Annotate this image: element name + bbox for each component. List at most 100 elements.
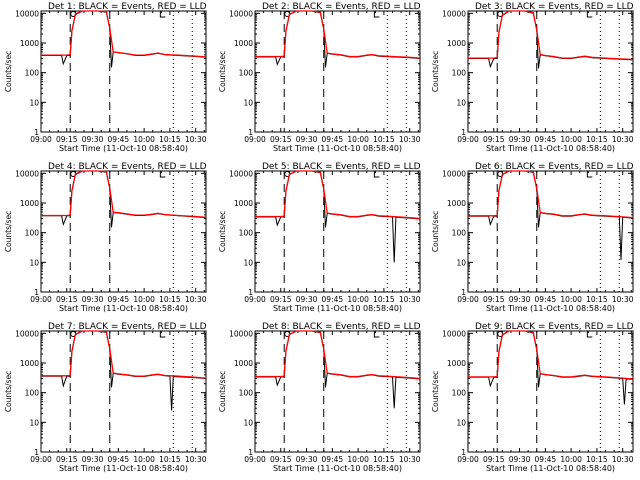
series-line-events [255, 10, 421, 68]
y-axis-label: Counts/sec [431, 211, 440, 252]
y-tick-label: 10 [243, 98, 253, 107]
chart-panel: Det 3: BLACK = Events, RED = LLD 09:00 09:… [431, 2, 634, 153]
y-tick-label: 100 [452, 229, 467, 238]
x-tick-label: 10:00 [347, 135, 369, 144]
x-tick-label: 09:15 [56, 455, 78, 464]
chart-title: Det 5: BLACK = Events, RED = LLD [262, 162, 421, 172]
series-line-events [41, 170, 207, 228]
y-tick-label: 10000 [229, 169, 253, 178]
x-axis-label: Start Time (11-Oct-10 08:58:40) [59, 464, 188, 473]
y-axis-label: Counts/sec [4, 211, 13, 252]
x-tick-label: 09:30 [82, 295, 104, 304]
x-tick-label: 09:15 [270, 135, 292, 144]
y-tick-label: 1 [34, 448, 39, 457]
y-tick-label: 10 [243, 418, 253, 427]
x-tick-label: 09:00 [30, 295, 52, 304]
y-tick-label: 1000 [234, 199, 253, 208]
x-tick-label: 10:15 [373, 455, 395, 464]
y-tick-label: 100 [239, 69, 254, 78]
x-tick-label: 10:00 [560, 135, 582, 144]
event-marker [497, 11, 504, 17]
y-tick-label: 100 [239, 389, 254, 398]
y-tick-label: 1000 [447, 39, 466, 48]
event-marker [586, 11, 593, 18]
plot-frame [254, 330, 421, 453]
series-line-events [41, 10, 207, 68]
x-tick-label: 10:15 [373, 295, 395, 304]
y-tick-label: 1000 [234, 359, 253, 368]
chart-panel: Det 8: BLACK = Events, RED = LLD 09:00 09:… [218, 322, 421, 473]
chart-panel: Det 5: BLACK = Events, RED = LLD 09:00 09:… [218, 162, 421, 313]
y-tick-label: 10 [29, 418, 39, 427]
x-tick-label: 10:15 [586, 455, 608, 464]
x-axis-label: Start Time (11-Oct-10 08:58:40) [486, 304, 615, 313]
x-tick-label: 09:45 [322, 295, 344, 304]
y-tick-label: 10 [456, 258, 466, 267]
y-tick-label: 100 [25, 229, 40, 238]
x-tick-label: 09:00 [244, 455, 266, 464]
x-tick-label: 10:15 [586, 295, 608, 304]
y-axis-label: Counts/sec [218, 51, 227, 92]
x-tick-label: 09:45 [108, 295, 130, 304]
y-axis-label: Counts/sec [4, 51, 13, 92]
series-line-events [41, 330, 207, 411]
y-tick-label: 10000 [15, 169, 39, 178]
x-tick-label: 09:15 [270, 455, 292, 464]
y-axis-label: Counts/sec [431, 51, 440, 92]
series-line-events [255, 330, 421, 409]
x-tick-label: 10:00 [133, 295, 155, 304]
x-tick-label: 09:15 [56, 295, 78, 304]
y-tick-label: 10000 [15, 329, 39, 338]
x-tick-label: 10:30 [185, 295, 207, 304]
x-tick-label: 09:30 [296, 135, 318, 144]
x-tick-label: 10:00 [133, 455, 155, 464]
chart-title: Det 2: BLACK = Events, RED = LLD [262, 2, 421, 12]
plot-frame [40, 170, 207, 293]
x-tick-label: 09:00 [457, 455, 479, 464]
x-tick-label: 10:15 [159, 295, 181, 304]
x-tick-label: 09:15 [270, 295, 292, 304]
plot-frame [254, 170, 421, 293]
x-tick-label: 09:45 [535, 135, 557, 144]
chart-title: Det 4: BLACK = Events, RED = LLD [48, 162, 207, 172]
chart-title: Det 3: BLACK = Events, RED = LLD [475, 2, 634, 12]
chart-panel: Det 2: BLACK = Events, RED = LLD 09:00 09:… [218, 2, 421, 153]
series-line-events [468, 10, 634, 69]
x-axis-label: Start Time (11-Oct-10 08:58:40) [59, 144, 188, 153]
x-tick-label: 09:00 [30, 135, 52, 144]
y-tick-label: 100 [452, 389, 467, 398]
x-tick-label: 09:45 [108, 135, 130, 144]
x-tick-label: 10:30 [185, 135, 207, 144]
x-axis-label: Start Time (11-Oct-10 08:58:40) [273, 464, 402, 473]
y-axis-label: Counts/sec [4, 371, 13, 412]
chart-title: Det 6: BLACK = Events, RED = LLD [475, 162, 634, 172]
y-tick-label: 1 [34, 288, 39, 297]
x-tick-label: 09:30 [296, 455, 318, 464]
y-tick-label: 1 [248, 128, 253, 137]
series-line-lld [468, 170, 634, 219]
y-tick-label: 1000 [447, 199, 466, 208]
x-tick-label: 10:30 [612, 295, 634, 304]
event-marker [159, 331, 166, 338]
x-tick-label: 09:30 [509, 135, 531, 144]
x-axis-label: Start Time (11-Oct-10 08:58:40) [486, 144, 615, 153]
event-marker [586, 331, 593, 338]
series-line-lld [468, 10, 634, 61]
y-tick-label: 10 [29, 98, 39, 107]
chart-panel: Det 7: BLACK = Events, RED = LLD 09:00 09:… [4, 322, 207, 473]
x-tick-label: 09:45 [322, 135, 344, 144]
x-tick-label: 09:45 [322, 455, 344, 464]
x-tick-label: 10:00 [347, 455, 369, 464]
y-tick-label: 100 [239, 229, 254, 238]
series-line-events [468, 330, 634, 405]
x-tick-label: 09:15 [483, 135, 505, 144]
event-marker [586, 171, 593, 178]
chart-panel: Det 6: BLACK = Events, RED = LLD 09:00 09:… [431, 162, 634, 313]
x-tick-label: 10:15 [159, 135, 181, 144]
y-tick-label: 1000 [20, 359, 39, 368]
event-marker [159, 171, 166, 178]
y-tick-label: 1000 [447, 359, 466, 368]
series-line-lld [468, 330, 634, 380]
x-tick-label: 10:30 [612, 455, 634, 464]
event-marker [159, 11, 166, 18]
